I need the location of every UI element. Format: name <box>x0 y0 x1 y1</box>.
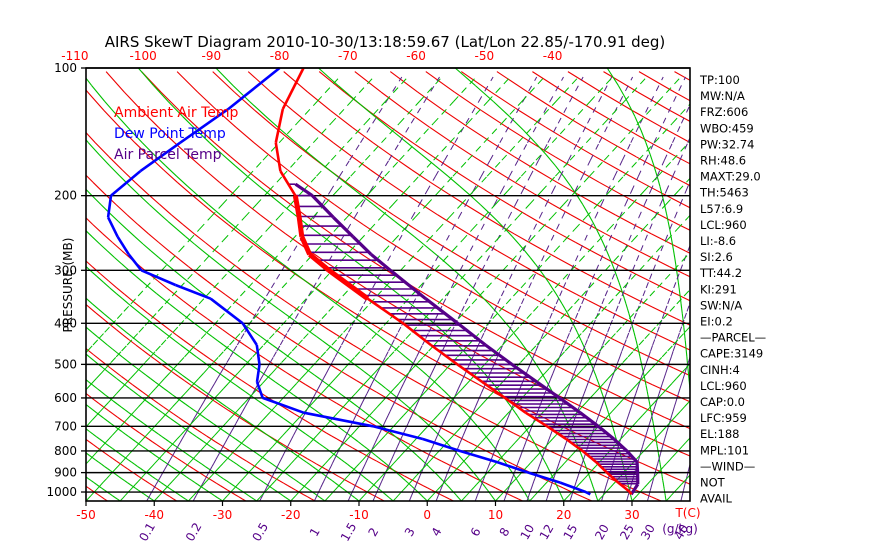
pressure-tick-300: 300 <box>54 263 77 277</box>
bottom-temp-tick--20: -20 <box>281 508 301 522</box>
top-temp-tick--70: -70 <box>338 49 358 63</box>
pressure-tick-900: 900 <box>54 466 77 480</box>
mixing-ratio-tick-15: 15 <box>561 522 581 542</box>
pressure-tick-400: 400 <box>54 316 77 330</box>
legend: Ambient Air Temp Dew Point Temp Air Parcel… <box>114 105 239 163</box>
stat-7: TH:5463 <box>699 186 749 200</box>
y-axis-label: PRESSURE (MB) <box>61 238 75 333</box>
bottom-temp-tick-0: 0 <box>423 508 431 522</box>
bottom-temperature-ticks: -50 -40 -30 -20 -10 0 10 20 30 <box>76 501 640 522</box>
mixing-ratio-tick-30: 30 <box>638 522 658 542</box>
stat-4: PW:32.74 <box>700 137 754 151</box>
top-temp-tick--110: -110 <box>61 49 88 63</box>
stat-10: LI:-8.6 <box>700 234 736 248</box>
top-temp-tick--100: -100 <box>129 49 156 63</box>
stat-21: LFC:959 <box>700 411 747 425</box>
stat-15: EI:0.2 <box>700 315 733 329</box>
top-temp-tick--40: -40 <box>543 49 563 63</box>
pressure-tick-100: 100 <box>54 61 77 75</box>
bottom-temp-tick--40: -40 <box>144 508 164 522</box>
stat-9: LCL:960 <box>700 218 747 232</box>
pressure-tick-600: 600 <box>54 391 77 405</box>
top-temperature-ticks: -110 -100 -90 -80 -70 -60 -50 -40 <box>61 49 562 63</box>
pressure-tick-500: 500 <box>54 357 77 371</box>
stat-1: MW:N/A <box>700 89 745 103</box>
stat-16: —PARCEL— <box>700 331 766 345</box>
bottom-temp-tick--30: -30 <box>213 508 233 522</box>
mixing-ratio-tick-10: 10 <box>518 522 538 542</box>
pressure-tick-1000: 1000 <box>46 485 77 499</box>
mixing-ratio-tick-40: 40 <box>672 522 692 542</box>
sounding-traces <box>106 66 640 496</box>
mixing-ratio-tick-20: 20 <box>592 522 612 542</box>
stat-23: MPL:101 <box>700 443 749 457</box>
page-title: AIRS SkewT Diagram 2010-10-30/13:18:59.6… <box>105 33 666 51</box>
x-axis-label-temp: T(C) <box>674 506 700 520</box>
stat-26: AVAIL <box>700 492 733 506</box>
bottom-temp-tick-10: 10 <box>488 508 503 522</box>
bottom-temp-tick-30: 30 <box>624 508 639 522</box>
legend-item-1: Dew Point Temp <box>114 126 226 142</box>
pressure-axis-ticks: 100 200 300 400 500 600 700 800 900 1000 <box>46 61 86 499</box>
pressure-tick-800: 800 <box>54 444 77 458</box>
pressure-tick-700: 700 <box>54 419 77 433</box>
stat-22: EL:188 <box>700 427 740 441</box>
plot-frame <box>85 67 691 502</box>
pressure-tick-200: 200 <box>54 189 77 203</box>
stat-2: FRZ:606 <box>700 105 748 119</box>
legend-item-2: Air Parcel Temp <box>114 147 222 163</box>
cape-shaded-region <box>287 183 638 485</box>
stat-0: TP:100 <box>699 73 740 87</box>
stat-12: TT:44.2 <box>699 266 742 280</box>
stat-17: CAPE:3149 <box>700 347 763 361</box>
bottom-temp-tick-20: 20 <box>556 508 571 522</box>
stat-18: CINH:4 <box>700 363 740 377</box>
bottom-temp-tick--10: -10 <box>349 508 369 522</box>
top-temp-tick--50: -50 <box>475 49 495 63</box>
stat-19: LCL:960 <box>700 379 747 393</box>
mixing-ratio-tick-12: 12 <box>537 522 557 542</box>
stat-14: SW:N/A <box>700 298 742 312</box>
legend-item-0: Ambient Air Temp <box>114 105 239 121</box>
statistics-panel: TP:100 MW:N/A FRZ:606 WBO:459 PW:32.74 RH:48.… <box>699 73 766 506</box>
stat-6: MAXT:29.0 <box>700 170 761 184</box>
stat-11: SI:2.6 <box>700 250 733 264</box>
bottom-temp-tick--50: -50 <box>76 508 96 522</box>
stat-20: CAP:0.0 <box>700 395 745 409</box>
stat-5: RH:48.6 <box>700 154 746 168</box>
stat-3: WBO:459 <box>700 121 754 135</box>
mixing-ratio-tick-25: 25 <box>617 522 637 542</box>
stat-25: NOT <box>700 476 726 490</box>
top-temp-tick--90: -90 <box>202 49 222 63</box>
x-axis-label-mixing: (g/kg) <box>662 522 698 536</box>
stat-8: L57:6.9 <box>700 202 743 216</box>
stat-24: —WIND— <box>700 459 755 473</box>
stat-13: KI:291 <box>700 282 737 296</box>
top-temp-tick--60: -60 <box>406 49 426 63</box>
top-temp-tick--80: -80 <box>270 49 290 63</box>
